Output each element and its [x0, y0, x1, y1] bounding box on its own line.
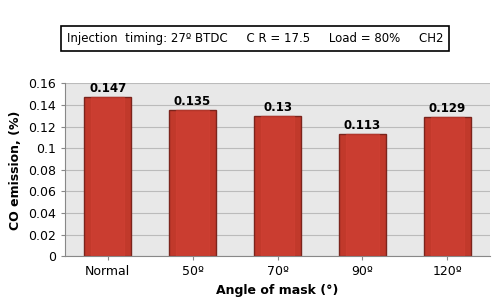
Bar [261, 116, 294, 256]
Text: 0.135: 0.135 [174, 95, 211, 108]
Bar [254, 116, 301, 256]
Y-axis label: CO emission, (%): CO emission, (%) [10, 110, 22, 229]
Text: 0.147: 0.147 [89, 82, 126, 95]
Bar [339, 134, 386, 256]
Bar [169, 111, 216, 256]
Bar [176, 111, 209, 256]
Text: 0.13: 0.13 [263, 101, 292, 114]
Text: Injection  timing: 27º BTDC     C R = 17.5     Load = 80%     CH2: Injection timing: 27º BTDC C R = 17.5 Lo… [67, 32, 444, 45]
X-axis label: Angle of mask (°): Angle of mask (°) [216, 284, 338, 297]
Text: 0.129: 0.129 [428, 102, 466, 115]
Bar [424, 117, 470, 256]
Bar [92, 97, 124, 256]
Bar [84, 97, 131, 256]
Bar [346, 134, 379, 256]
Bar [431, 117, 464, 256]
Text: 0.113: 0.113 [344, 119, 381, 132]
